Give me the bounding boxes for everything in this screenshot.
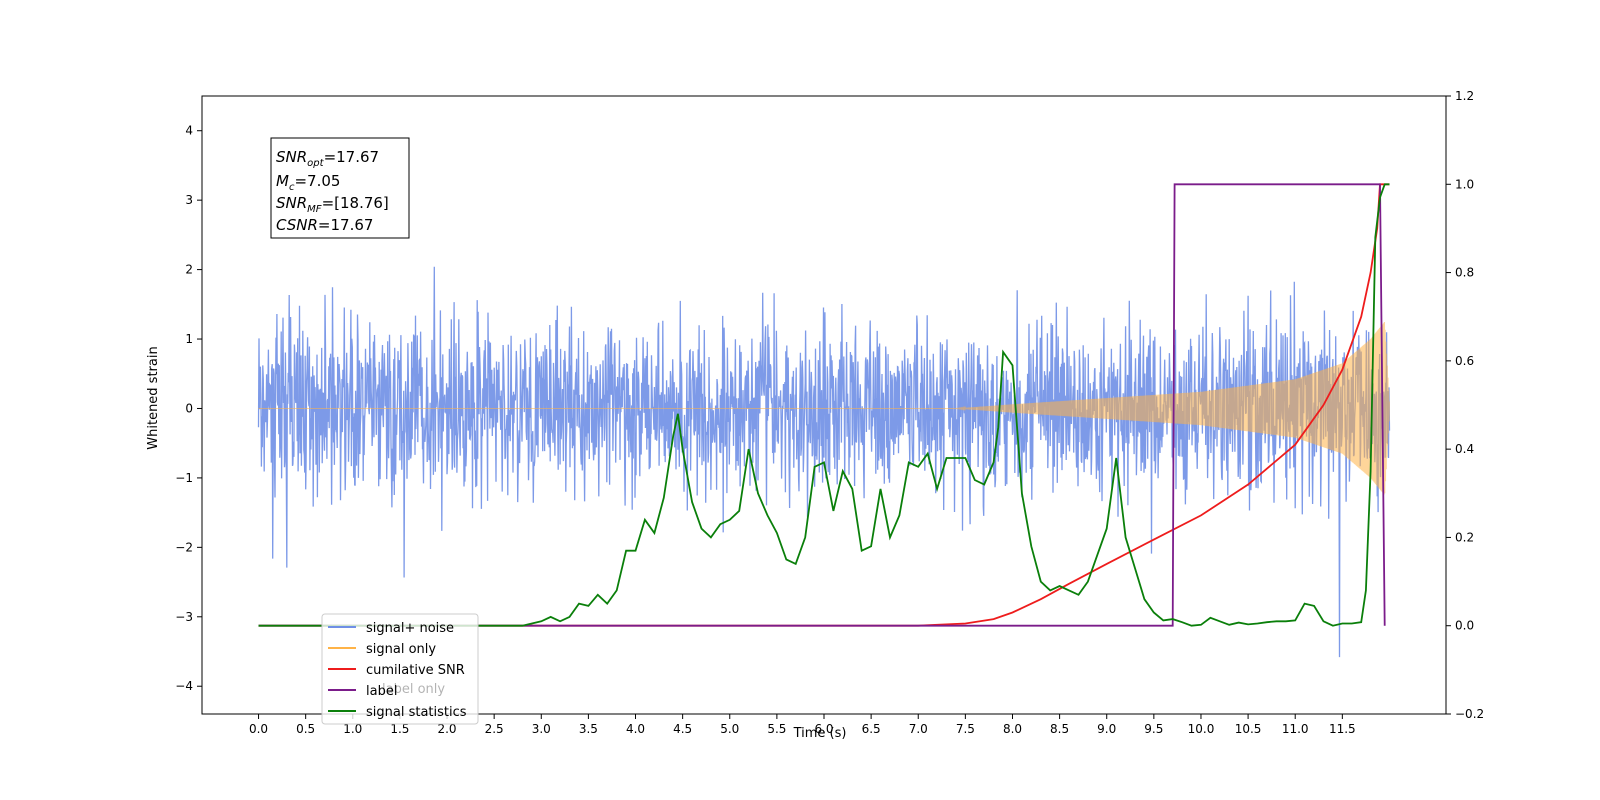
axes-layer: 0.0 0.5 1.0 1.5 2.0 2.5 3.0 3.5 4.0 4.5 5.0 5.5 6.0 6… xyxy=(175,89,1484,736)
y-left-tick-label: −2 xyxy=(175,540,193,554)
x-tick-label: 5.5 xyxy=(767,722,786,736)
x-tick-label: 3.0 xyxy=(532,722,551,736)
x-tick-label: 5.0 xyxy=(720,722,739,736)
series-layer xyxy=(257,183,1391,658)
y-left-tick-label: 0 xyxy=(185,401,193,415)
x-tick-label: 8.5 xyxy=(1050,722,1069,736)
legend: signal+ noise signal only cumilative SNR la… xyxy=(321,613,479,725)
legend-frame xyxy=(321,613,479,725)
x-axis-label: Time (s) xyxy=(793,726,847,741)
y-right-tick-label: 0.8 xyxy=(1455,266,1474,280)
annotation-csnr: CSNR=17.67 xyxy=(276,216,373,234)
annotation-snr-mf: SNRMF=[18.76] xyxy=(276,194,389,215)
series-signal-only-line xyxy=(258,321,1390,495)
x-tick-label: 3.5 xyxy=(579,722,598,736)
series-cumulative-snr-line xyxy=(258,183,1390,627)
legend-label: signal only xyxy=(366,642,436,657)
y-left-tick-label: −4 xyxy=(175,679,193,693)
x-tick-label: 7.5 xyxy=(956,722,975,736)
y-right-tick-label: 0.4 xyxy=(1455,442,1474,456)
x-tick-label: 0.5 xyxy=(296,722,315,736)
x-tick-label: 10.5 xyxy=(1235,722,1262,736)
x-tick-label: 4.5 xyxy=(673,722,692,736)
y-right-tick-label: 0.2 xyxy=(1455,530,1474,544)
annotation-box: SNRopt=17.67 Mc=7.05 SNRMF=[18.76] CSNR=… xyxy=(270,137,410,239)
y-left-tick-label: 3 xyxy=(185,193,193,207)
y-left-tick-label: −1 xyxy=(175,471,193,485)
y-axis-label: Whitened strain xyxy=(146,346,161,449)
y-left-tick-label: 4 xyxy=(185,124,193,138)
y-right-tick-label: −0.2 xyxy=(1455,707,1484,721)
x-tick-label: 6.5 xyxy=(862,722,881,736)
legend-label: label xyxy=(366,684,397,699)
legend-label-faded: label only xyxy=(382,682,445,697)
x-tick-label: 11.0 xyxy=(1282,722,1309,736)
y-right-tick-label: 0.0 xyxy=(1455,619,1474,633)
x-tick-label: 4.0 xyxy=(626,722,645,736)
series-label-line xyxy=(258,183,1386,627)
series-signal-statistics-line xyxy=(258,183,1390,627)
legend-label: signal statistics xyxy=(366,705,467,720)
x-tick-label: 2.0 xyxy=(437,722,456,736)
x-tick-label: 7.0 xyxy=(909,722,928,736)
x-tick-label: 10.0 xyxy=(1188,722,1215,736)
x-tick-label: 11.5 xyxy=(1329,722,1356,736)
x-tick-label: 9.5 xyxy=(1144,722,1163,736)
y-right-tick-label: 1.0 xyxy=(1455,177,1474,191)
x-tick-label: 1.5 xyxy=(390,722,409,736)
annotation-mc: Mc=7.05 xyxy=(276,172,340,193)
x-tick-label: 2.5 xyxy=(485,722,504,736)
annotation-snr-opt: SNRopt=17.67 xyxy=(276,148,379,169)
y-right-tick-label: 1.2 xyxy=(1455,89,1474,103)
x-tick-label: 8.0 xyxy=(1003,722,1022,736)
y-right-tick-label: 0.6 xyxy=(1455,354,1474,368)
y-left-tick-label: −3 xyxy=(175,610,193,624)
y-left-tick-label: 1 xyxy=(185,332,193,346)
x-tick-label: 6.0 xyxy=(814,722,833,736)
x-tick-label: 0.0 xyxy=(249,722,268,736)
legend-label: signal+ noise xyxy=(366,621,454,636)
y-left-tick-label: 2 xyxy=(185,263,193,277)
annotation-frame xyxy=(270,137,410,239)
legend-label: cumilative SNR xyxy=(366,663,465,678)
x-tick-label: 1.0 xyxy=(343,722,362,736)
x-tick-label: 9.0 xyxy=(1097,722,1116,736)
